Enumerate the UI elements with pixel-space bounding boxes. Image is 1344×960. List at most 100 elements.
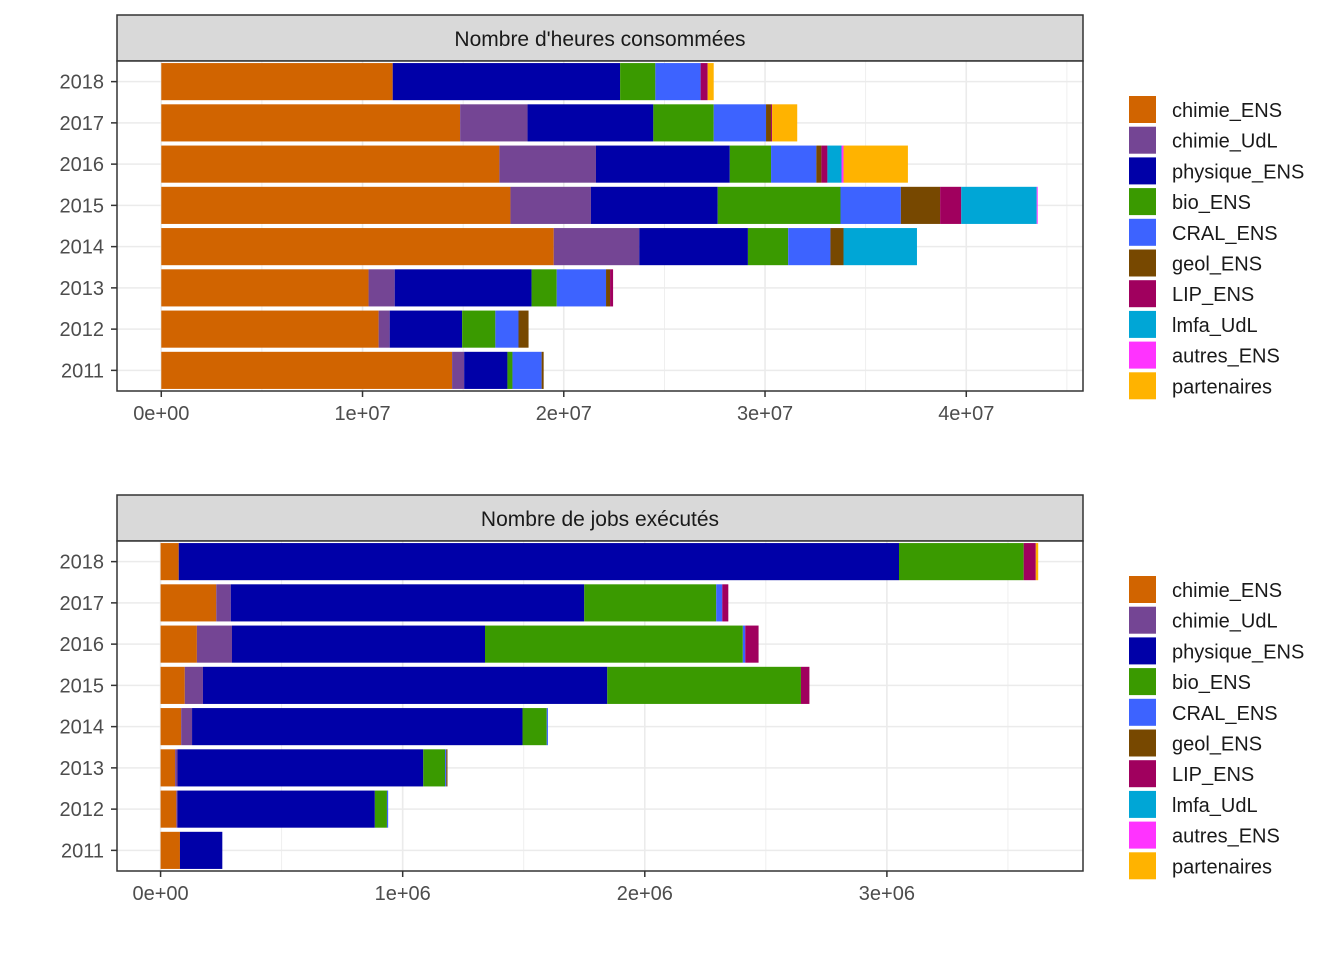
y-tick-label: 2018 bbox=[60, 72, 105, 94]
legend-swatch bbox=[1129, 637, 1156, 665]
bar-segment-chimie_ENS-2016 bbox=[160, 625, 197, 663]
legend-item-physique_ENS: physique_ENS bbox=[1129, 637, 1304, 665]
bar-segment-chimie_UdL-2015 bbox=[184, 666, 203, 704]
legend-swatch bbox=[1129, 668, 1156, 696]
bar-segment-physique_ENS-2014 bbox=[192, 708, 523, 746]
legend-item-autres_ENS: autres_ENS bbox=[1129, 341, 1280, 369]
legend-item-LIP_ENS: LIP_ENS bbox=[1129, 760, 1254, 788]
bar-segment-chimie_ENS-2011 bbox=[161, 351, 453, 389]
strip-background bbox=[116, 494, 1084, 542]
legend-swatch bbox=[1129, 341, 1156, 369]
bar-segment-physique_ENS-2013 bbox=[394, 269, 532, 307]
bar-segment-partenaires-2016 bbox=[843, 145, 908, 183]
bar-segment-chimie_ENS-2014 bbox=[161, 228, 554, 266]
bar-segment-chimie_UdL-2012 bbox=[176, 790, 178, 828]
bar-segment-chimie_UdL-2013 bbox=[368, 269, 395, 307]
bar-segment-bio_ENS-2014 bbox=[522, 708, 547, 746]
bar-segment-partenaires-2017 bbox=[772, 104, 798, 142]
bar-segment-CRAL_ENS-2013 bbox=[556, 269, 607, 307]
bar-segment-physique_ENS-2018 bbox=[392, 63, 621, 101]
bar-segment-chimie_ENS-2017 bbox=[161, 104, 461, 142]
y-tick-label: 2012 bbox=[60, 799, 105, 821]
bar-segment-LIP_ENS-2017 bbox=[771, 104, 773, 142]
bar-segment-bio_ENS-2017 bbox=[584, 584, 717, 622]
bar-segment-LIP_ENS-2016 bbox=[821, 145, 828, 183]
panel-jobs: Nombre de jobs exécutés 2018 2017 2016 2015… bbox=[60, 494, 1084, 905]
bar-segment-autres_ENS-2016 bbox=[841, 145, 844, 183]
bar-segment-chimie_ENS-2017 bbox=[160, 584, 217, 622]
bar-segment-LIP_ENS-2015 bbox=[940, 186, 962, 224]
legend-swatch bbox=[1129, 606, 1156, 634]
y-tick-label: 2017 bbox=[60, 593, 105, 615]
bar-segment-bio_ENS-2018 bbox=[620, 63, 656, 101]
legend-label: autres_ENS bbox=[1172, 826, 1280, 848]
y-tick-label: 2011 bbox=[61, 840, 104, 862]
bar-segment-chimie_ENS-2015 bbox=[161, 186, 511, 224]
bar-segment-LIP_ENS-2018 bbox=[1023, 543, 1036, 581]
y-tick-label: 2017 bbox=[60, 113, 105, 135]
bar-segment-geol_ENS-2016 bbox=[816, 145, 822, 183]
legend-item-chimie_ENS: chimie_ENS bbox=[1129, 576, 1282, 603]
bar-segment-geol_ENS-2012 bbox=[518, 310, 529, 348]
bar-segment-chimie_ENS-2015 bbox=[160, 666, 185, 704]
bar-segment-bio_ENS-2015 bbox=[717, 186, 841, 224]
bar-segment-bio_ENS-2016 bbox=[485, 625, 743, 663]
bar-segment-chimie_UdL-2013 bbox=[175, 749, 178, 787]
legend-swatch bbox=[1129, 157, 1156, 185]
bar-segment-geol_ENS-2015 bbox=[900, 186, 941, 224]
x-tick-label: 0e+00 bbox=[132, 883, 188, 905]
bar-segment-lmfa_UdL-2016 bbox=[827, 145, 842, 183]
strip-background bbox=[116, 14, 1084, 62]
y-tick-label: 2016 bbox=[60, 154, 105, 176]
legend-swatch bbox=[1129, 729, 1156, 757]
legend-swatch bbox=[1129, 96, 1156, 123]
x-tick-label: 3e+07 bbox=[737, 403, 793, 425]
bar-segment-bio_ENS-2012 bbox=[374, 790, 387, 828]
bar-segment-LIP_ENS-2017 bbox=[722, 584, 729, 622]
legend-label: chimie_UdL bbox=[1172, 131, 1278, 153]
legend-item-partenaires: partenaires bbox=[1129, 372, 1272, 400]
legend-item-CRAL_ENS: CRAL_ENS bbox=[1129, 218, 1278, 246]
bar-segment-CRAL_ENS-2013 bbox=[445, 749, 447, 787]
bar-segment-LIP_ENS-2013 bbox=[610, 269, 614, 307]
bar-segment-bio_ENS-2014 bbox=[747, 228, 789, 266]
legend-swatch bbox=[1129, 698, 1156, 726]
legend-item-bio_ENS: bio_ENS bbox=[1129, 188, 1251, 216]
legend-label: LIP_ENS bbox=[1172, 764, 1254, 786]
bar-segment-geol_ENS-2011 bbox=[541, 351, 544, 389]
bar-segment-chimie_UdL-2012 bbox=[378, 310, 390, 348]
x-tick-label: 3e+06 bbox=[859, 883, 915, 905]
bar-segment-bio_ENS-2016 bbox=[729, 145, 772, 183]
y-tick-label: 2012 bbox=[60, 319, 105, 341]
bars-group bbox=[161, 63, 1038, 389]
bars-group bbox=[160, 543, 1039, 869]
legend-swatch bbox=[1129, 218, 1156, 246]
legend-swatch bbox=[1129, 310, 1156, 338]
legend-swatch bbox=[1129, 280, 1156, 308]
bar-segment-chimie_ENS-2018 bbox=[161, 63, 393, 101]
y-tick-label: 2011 bbox=[61, 360, 104, 382]
legend-item-lmfa_UdL: lmfa_UdL bbox=[1129, 790, 1258, 818]
legend-label: physique_ENS bbox=[1172, 161, 1304, 183]
bar-segment-geol_ENS-2013 bbox=[606, 269, 611, 307]
legend-label: bio_ENS bbox=[1172, 672, 1251, 694]
bar-segment-physique_ENS-2017 bbox=[230, 584, 585, 622]
legend-label: LIP_ENS bbox=[1172, 284, 1254, 306]
bar-segment-bio_ENS-2013 bbox=[423, 749, 446, 787]
bar-segment-CRAL_ENS-2012 bbox=[495, 310, 519, 348]
y-tick-label: 2016 bbox=[60, 634, 105, 656]
bar-segment-autres_ENS-2015 bbox=[1036, 186, 1038, 224]
legend-swatch bbox=[1129, 821, 1156, 849]
bar-segment-bio_ENS-2012 bbox=[462, 310, 496, 348]
bar-segment-geol_ENS-2013 bbox=[446, 749, 448, 787]
bar-segment-chimie_ENS-2016 bbox=[161, 145, 500, 183]
legend-item-chimie_ENS: chimie_ENS bbox=[1129, 96, 1282, 123]
x-tick-label: 2e+06 bbox=[617, 883, 673, 905]
bar-segment-CRAL_ENS-2014 bbox=[788, 228, 831, 266]
bar-segment-CRAL_ENS-2012 bbox=[386, 790, 389, 828]
bar-segment-geol_ENS-2017 bbox=[766, 104, 772, 142]
bar-segment-CRAL_ENS-2015 bbox=[840, 186, 901, 224]
bar-segment-chimie_UdL-2011 bbox=[452, 351, 465, 389]
bar-segment-lmfa_UdL-2014 bbox=[843, 228, 917, 266]
